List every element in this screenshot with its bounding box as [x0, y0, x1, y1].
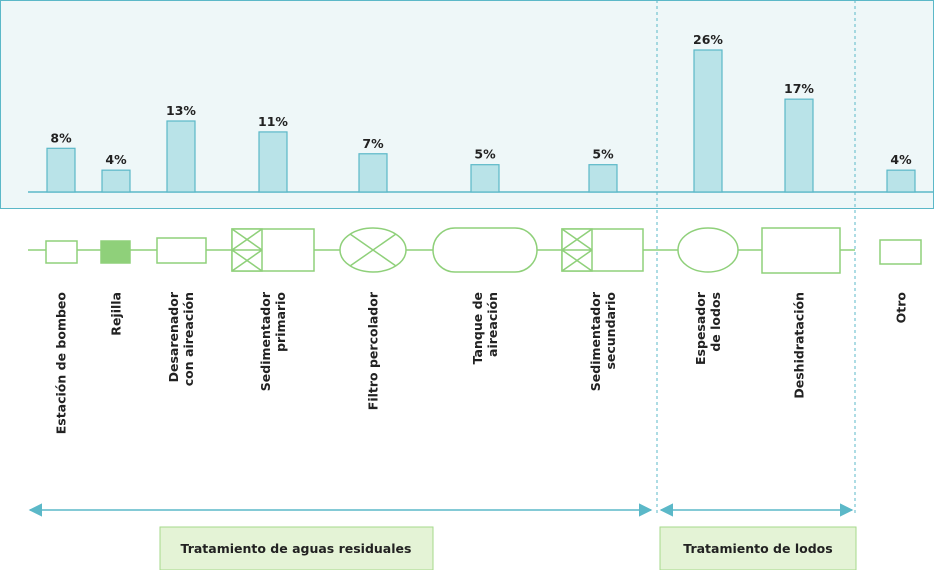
bar [470, 164, 500, 193]
group-box [659, 526, 857, 570]
bar [101, 169, 131, 193]
data-label: 8% [50, 130, 72, 145]
category-label: Espesadorde lodos [693, 291, 723, 365]
group-box [159, 526, 434, 570]
category-label: Otro [894, 292, 909, 324]
category-label: Tanque deaireación [470, 292, 500, 364]
category-label: Deshidratación [792, 292, 807, 399]
bar [886, 169, 916, 193]
data-label: 13% [166, 103, 196, 118]
category-label: Estación de bombeo [54, 292, 69, 435]
bar [46, 147, 76, 193]
data-label: 5% [474, 147, 496, 162]
group-label: Tratamiento de lodos [683, 541, 832, 556]
category-label: Sedimentadorsecundario [588, 291, 618, 391]
data-label: 7% [362, 136, 384, 151]
bar [258, 131, 288, 193]
bar [358, 153, 388, 193]
data-label: 4% [890, 152, 912, 167]
bar [588, 164, 618, 193]
bar [784, 98, 814, 193]
bar [693, 49, 723, 193]
group-label: Tratamiento de aguas residuales [181, 541, 412, 556]
data-label: 11% [258, 114, 288, 129]
bar [166, 120, 196, 193]
category-label: Sedimentadorprimario [258, 291, 288, 391]
category-label: Filtro percolador [366, 291, 381, 410]
data-label: 26% [693, 32, 723, 47]
category-label: Rejilla [109, 292, 124, 336]
bar-panel [0, 0, 934, 209]
data-label: 17% [784, 81, 814, 96]
category-label: Desarenadorcon aireación [166, 291, 196, 386]
data-label: 4% [105, 152, 127, 167]
data-label: 5% [592, 147, 614, 162]
process-diagram [28, 227, 922, 274]
